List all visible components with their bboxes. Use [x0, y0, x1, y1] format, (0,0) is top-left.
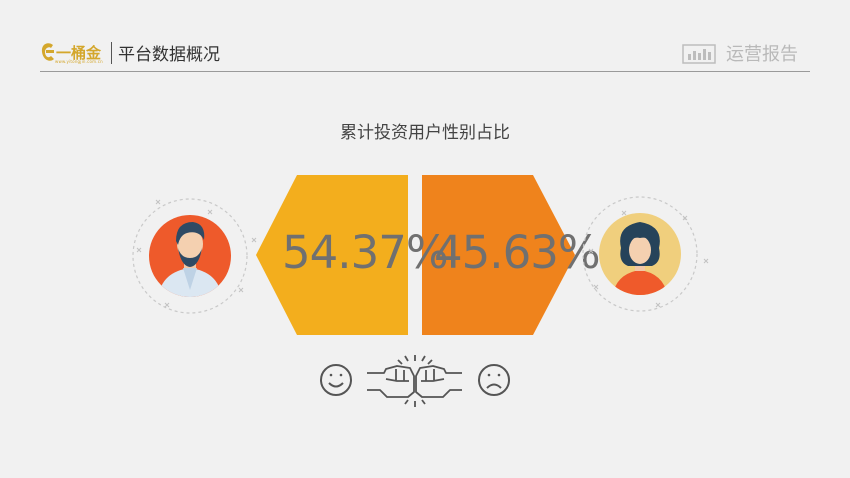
smiley-face-icon	[320, 364, 352, 396]
male-ring-marks	[136, 199, 257, 308]
company-logo[interactable]: 一桶金 www.yitongjin.com.cn	[40, 39, 106, 67]
female-arrow-shape	[422, 175, 575, 335]
report-label: 运营报告	[726, 44, 798, 65]
header-divider	[111, 42, 112, 64]
header-rule	[40, 71, 810, 72]
male-percentage: 54.37%	[282, 226, 449, 279]
fist-bump-icon	[367, 355, 462, 407]
male-dashed-ring	[132, 198, 248, 314]
logo-url: www.yitongjin.com.cn	[55, 59, 103, 64]
male-avatar-icon	[149, 215, 231, 297]
section-title: 累计投资用户性别占比	[340, 123, 510, 143]
female-avatar-icon	[599, 213, 681, 295]
sad-face-icon	[478, 364, 510, 396]
female-percentage: 45.63%	[434, 226, 601, 279]
report-chart-icon	[682, 44, 716, 64]
header: 一桶金 www.yitongjin.com.cn 平台数据概况 运营报告	[0, 0, 850, 72]
female-dashed-ring	[582, 196, 698, 312]
logo-mark-icon	[41, 43, 54, 61]
male-arrow-shape	[256, 175, 408, 335]
logo-text: 一桶金	[56, 44, 102, 62]
female-ring-marks	[588, 210, 709, 308]
page-title: 平台数据概况	[118, 45, 220, 65]
